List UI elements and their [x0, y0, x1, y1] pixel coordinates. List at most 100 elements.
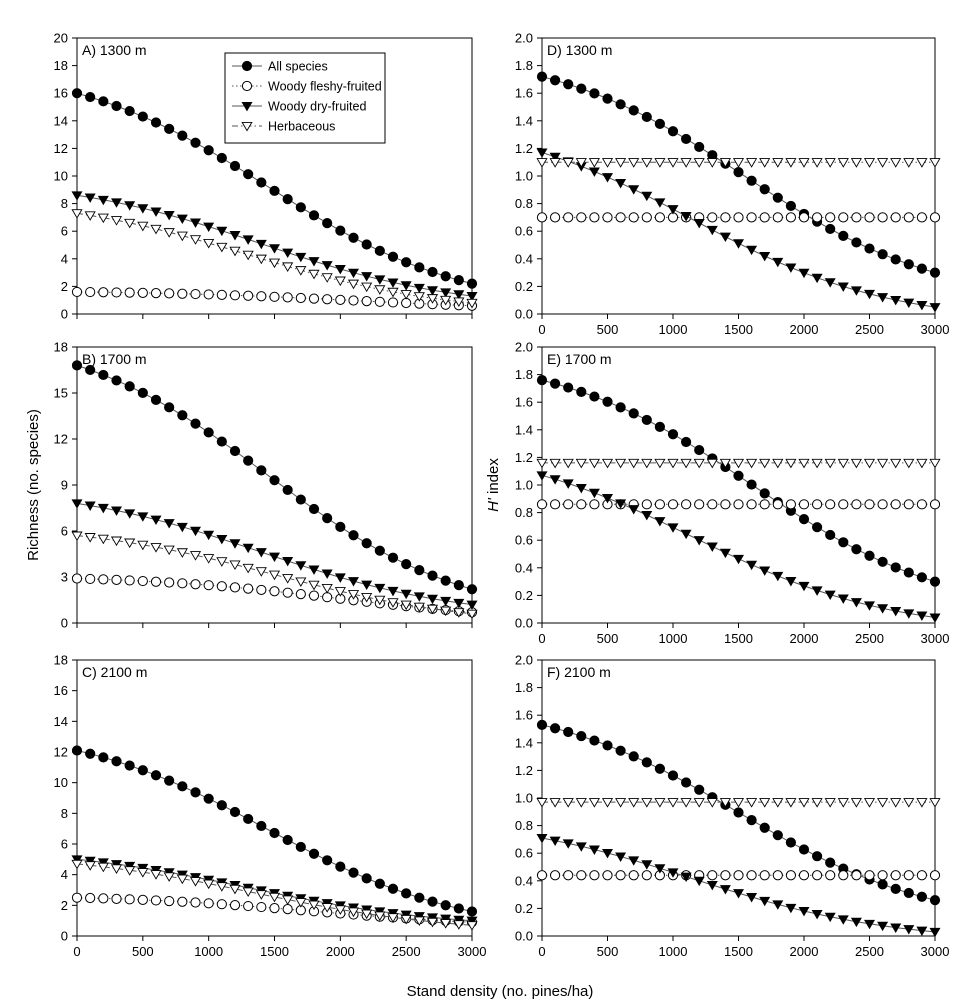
data-point [453, 275, 464, 286]
data-point [825, 529, 836, 541]
data-point [719, 548, 731, 559]
data-point [798, 798, 810, 808]
data-point [681, 777, 692, 788]
data-point [667, 429, 679, 440]
data-point [733, 554, 744, 565]
data-point [759, 798, 771, 808]
series-line [76, 212, 473, 304]
data-point [562, 479, 574, 489]
data-point [242, 543, 254, 554]
data-point [282, 194, 293, 205]
data-point [321, 273, 333, 283]
data-point [536, 212, 548, 223]
data-point [85, 748, 96, 759]
data-point [203, 222, 215, 232]
data-point [85, 573, 96, 585]
data-point [759, 251, 771, 262]
data-point [667, 126, 679, 137]
data-point [387, 586, 399, 597]
data-point [374, 275, 386, 285]
data-point [85, 91, 96, 103]
x-tick-label: 500 [597, 944, 619, 959]
y-tick-label: 2 [61, 898, 68, 913]
data-point [137, 111, 148, 122]
data-point [772, 257, 784, 268]
data-point [903, 887, 914, 899]
data-point [282, 834, 293, 846]
y-tick-label: 1.2 [515, 763, 533, 778]
data-point [550, 75, 561, 86]
data-point [536, 834, 548, 844]
data-point [282, 262, 294, 272]
data-point [321, 261, 333, 271]
panel-label: B) 1700 m [82, 351, 147, 367]
data-point [440, 288, 452, 298]
data-point [746, 798, 758, 808]
data-point [216, 242, 228, 253]
legend-label: All species [268, 60, 328, 74]
legend-marker [241, 80, 253, 92]
data-point [361, 580, 373, 591]
series-line [541, 474, 936, 618]
data-point [97, 195, 109, 206]
data-point [243, 169, 254, 180]
x-tick-label: 1500 [724, 631, 753, 646]
data-point [890, 212, 901, 223]
data-point [256, 901, 267, 913]
data-point [150, 117, 162, 128]
data-point [602, 212, 613, 223]
data-point [176, 522, 188, 533]
data-point [84, 533, 96, 543]
data-point [563, 79, 574, 90]
data-point [628, 408, 639, 419]
data-point [746, 560, 758, 571]
y-tick-label: 9 [61, 478, 68, 493]
data-point [111, 574, 122, 585]
data-point [124, 287, 135, 298]
data-point [400, 600, 412, 611]
data-point [295, 494, 306, 505]
data-point [137, 387, 148, 398]
data-point [111, 756, 122, 767]
data-point [746, 458, 758, 469]
data-point [916, 572, 928, 583]
data-point [864, 243, 875, 254]
data-point [733, 212, 744, 223]
data-point [111, 375, 122, 386]
data-point [282, 484, 293, 496]
data-point [124, 575, 135, 586]
data-point [414, 565, 425, 576]
data-point [216, 226, 228, 237]
data-point [85, 892, 96, 904]
data-point [811, 910, 823, 920]
data-point [615, 798, 627, 808]
data-point [347, 590, 360, 600]
data-point [124, 381, 135, 392]
data-point [929, 798, 941, 808]
data-point [929, 870, 941, 881]
data-point [916, 926, 928, 936]
data-point [615, 852, 627, 862]
data-point [111, 506, 122, 516]
data-point [453, 297, 465, 308]
data-point [203, 793, 214, 804]
data-point [824, 912, 836, 923]
data-point [282, 556, 294, 567]
data-point [387, 552, 399, 563]
y-tick-label: 16 [54, 683, 68, 698]
data-point [137, 868, 149, 878]
data-point [746, 479, 757, 490]
data-point [850, 598, 862, 608]
data-point [733, 889, 744, 899]
data-point [190, 218, 201, 228]
data-point [163, 210, 175, 221]
data-point [255, 548, 267, 558]
data-point [71, 209, 83, 219]
data-point [189, 877, 202, 887]
y-axis-title-right-symbol: H' [485, 497, 502, 512]
data-point [588, 798, 600, 808]
data-point [295, 561, 307, 571]
y-tick-label: 8 [61, 196, 68, 211]
data-point [825, 857, 836, 868]
data-point [124, 538, 136, 549]
